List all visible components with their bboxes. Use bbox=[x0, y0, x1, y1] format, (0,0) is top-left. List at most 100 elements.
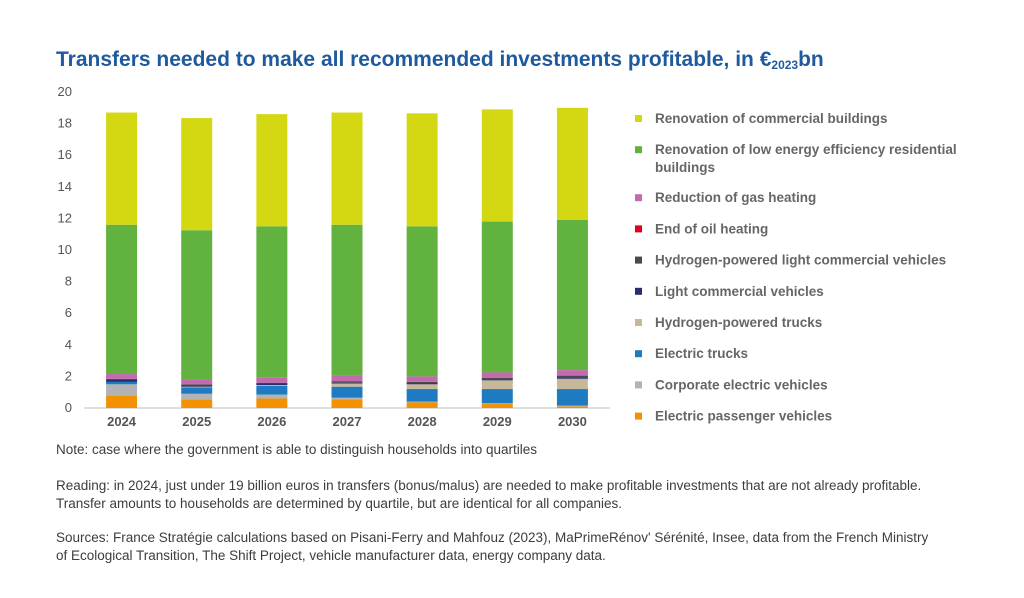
bar-segment bbox=[106, 395, 138, 408]
bar-segment bbox=[256, 385, 288, 395]
bar-segment bbox=[556, 406, 588, 408]
bar-segment bbox=[556, 375, 588, 378]
legend-label: Electric trucks bbox=[655, 346, 748, 361]
legend-swatch bbox=[635, 319, 642, 326]
y-tick-label: 0 bbox=[65, 400, 72, 415]
bar-segment bbox=[256, 398, 288, 408]
y-tick-label: 14 bbox=[58, 179, 72, 194]
y-tick-label: 20 bbox=[58, 84, 72, 99]
y-tick-label: 6 bbox=[65, 305, 72, 320]
x-tick-label: 2030 bbox=[558, 414, 587, 429]
bar-segment bbox=[181, 387, 213, 394]
legend-item: Renovation of commercial buildings bbox=[635, 111, 888, 126]
bar-stack-2030 bbox=[556, 107, 588, 408]
bar-segment bbox=[331, 383, 363, 387]
bar-segment bbox=[181, 230, 213, 380]
legend-label: Corporate electric vehicles bbox=[655, 377, 828, 392]
bar-segment bbox=[556, 370, 588, 376]
bar-segment bbox=[481, 109, 513, 222]
bar-segment bbox=[556, 107, 588, 220]
legend-label: Hydrogen-powered light commercial vehicl… bbox=[655, 253, 946, 268]
legend-swatch bbox=[635, 287, 642, 295]
y-tick-label: 2 bbox=[65, 368, 72, 383]
bar-segment bbox=[481, 379, 513, 381]
legend-item: Electric trucks bbox=[635, 346, 748, 361]
legend-item: Hydrogen-powered trucks bbox=[635, 315, 822, 330]
bar-segment bbox=[406, 381, 438, 384]
y-tick-label: 16 bbox=[58, 147, 72, 162]
y-tick-label: 10 bbox=[58, 242, 72, 257]
legend-item: Reduction of gas heating bbox=[635, 190, 816, 205]
bar-segment bbox=[406, 226, 438, 377]
y-tick-label: 8 bbox=[65, 274, 72, 289]
x-tick-label: 2025 bbox=[182, 414, 211, 429]
legend-item: Hydrogen-powered light commercial vehicl… bbox=[635, 253, 946, 268]
bar-segment bbox=[481, 380, 513, 390]
legend-swatch bbox=[635, 225, 642, 233]
x-tick-label: 2027 bbox=[333, 414, 362, 429]
bar-segment bbox=[481, 404, 513, 408]
legend-swatch bbox=[635, 350, 642, 358]
bar-segment bbox=[181, 393, 213, 400]
bar-segment bbox=[256, 226, 288, 378]
bar-segment bbox=[556, 378, 588, 390]
legend-label: Renovation of low energy efficiency resi… bbox=[655, 142, 957, 175]
bar-stack-2029 bbox=[481, 109, 513, 408]
x-tick-label: 2024 bbox=[107, 414, 137, 429]
bar-segment bbox=[256, 114, 288, 227]
legend-swatch bbox=[635, 256, 642, 264]
x-tick-label: 2028 bbox=[408, 414, 437, 429]
legend-label: Reduction of gas heating bbox=[655, 190, 816, 205]
chart-legend: Renovation of commercial buildings Renova… bbox=[635, 111, 957, 424]
bar-segment bbox=[181, 118, 213, 231]
bar-segment bbox=[556, 405, 588, 407]
bar-segment bbox=[331, 224, 363, 376]
title-subscript: 2023 bbox=[771, 58, 799, 72]
bar-segment bbox=[556, 389, 588, 406]
bar-segment bbox=[331, 397, 363, 400]
bar-segment bbox=[181, 379, 213, 385]
legend-swatch bbox=[635, 194, 642, 202]
sources-note: Sources: France Stratégie calculations b… bbox=[56, 530, 929, 563]
bar-segment bbox=[331, 382, 363, 384]
bar-segment bbox=[556, 219, 588, 371]
bar-segment bbox=[256, 383, 288, 386]
y-tick-label: 18 bbox=[58, 116, 72, 131]
y-tick-label: 4 bbox=[65, 337, 72, 352]
bar-stack-2027 bbox=[331, 112, 363, 408]
bar-segment bbox=[406, 383, 438, 385]
bar-segment bbox=[406, 113, 438, 227]
legend-label: Renovation of commercial buildings bbox=[655, 111, 888, 126]
bar-segment bbox=[256, 377, 288, 383]
bar-segment bbox=[181, 384, 213, 386]
bar-stacks bbox=[106, 107, 588, 408]
bar-segment bbox=[331, 112, 363, 225]
bar-segment bbox=[481, 221, 513, 373]
bar-segment bbox=[106, 112, 138, 225]
reading-note: Reading: in 2024, just under 19 billion … bbox=[56, 478, 922, 511]
bar-segment bbox=[406, 401, 438, 403]
bar-segment bbox=[331, 381, 363, 383]
bar-segment bbox=[331, 399, 363, 408]
bar-stack-2026 bbox=[256, 114, 288, 408]
chart-note: Note: case where the government is able … bbox=[56, 442, 538, 457]
x-tick-label: 2026 bbox=[257, 414, 286, 429]
legend-item: Corporate electric vehicles bbox=[635, 377, 828, 392]
title-suffix: bn bbox=[798, 48, 824, 71]
legend-item: End of oil heating bbox=[635, 221, 768, 236]
bar-segment bbox=[106, 224, 138, 375]
bar-segment bbox=[106, 381, 138, 385]
bar-segment bbox=[256, 385, 288, 386]
bar-segment bbox=[106, 378, 138, 380]
bar-segment bbox=[331, 386, 363, 398]
bar-segment bbox=[406, 376, 438, 382]
legend-label: End of oil heating bbox=[655, 221, 768, 236]
bar-segment bbox=[481, 403, 513, 405]
bar-segment bbox=[406, 402, 438, 408]
legend-label: Light commercial vehicles bbox=[655, 284, 824, 299]
bar-segment bbox=[181, 399, 213, 408]
bar-segment bbox=[181, 385, 213, 387]
bar-segment bbox=[406, 384, 438, 390]
chart-title: Transfers needed to make all recommended… bbox=[56, 48, 824, 72]
legend-item: Light commercial vehicles bbox=[635, 284, 824, 299]
